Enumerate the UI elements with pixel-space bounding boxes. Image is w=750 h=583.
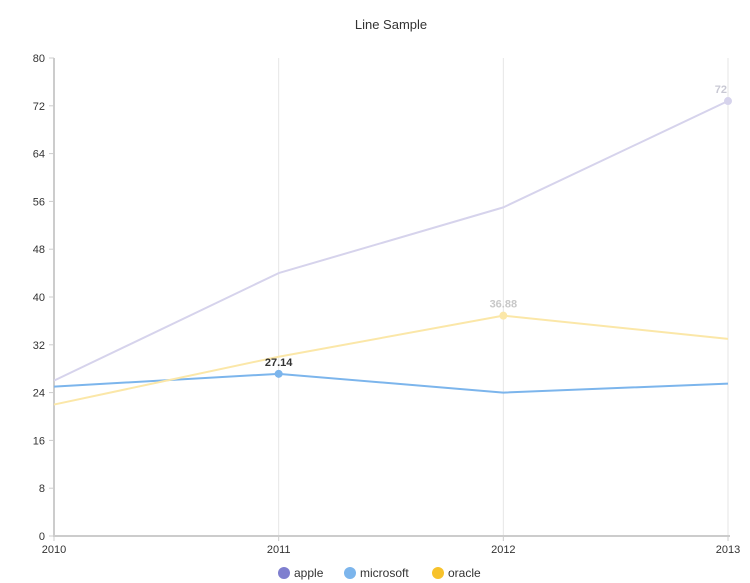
legend-item-oracle[interactable]: oracle [432,566,481,580]
legend-label: microsoft [360,566,409,580]
legend-marker [432,567,444,579]
data-point-oracle[interactable] [499,311,508,320]
series-group [53,100,729,406]
axes: 0 8 16 24 32 40 48 56 64 72 80 2010 2011 2012 2013 [33,53,740,556]
y-tick-label: 72 [33,101,45,113]
legend-marker [344,567,356,579]
y-tick-label: 56 [33,196,45,208]
legend-item-microsoft[interactable]: microsoft [344,566,409,580]
data-label-microsoft: 27.14 [265,357,293,369]
series-line-apple [53,100,729,382]
x-tick-label: 2010 [42,544,66,556]
chart-title: Line Sample [355,17,427,32]
y-tick-label: 64 [33,149,45,161]
legend-label: apple [294,566,324,580]
data-point-microsoft[interactable] [274,369,283,378]
y-tick-label: 16 [33,435,45,447]
grid [278,58,729,536]
y-tick-label: 8 [39,483,45,495]
data-labels: 72 27.14 36.88 [265,84,732,378]
y-tick-label: 24 [33,388,45,400]
y-tick-label: 40 [33,292,45,304]
legend-marker [278,567,290,579]
y-tick-label: 32 [33,340,45,352]
series-line-oracle [53,314,729,406]
x-tick-label: 2011 [267,544,291,556]
legend[interactable]: apple microsoft oracle [278,566,481,580]
legend-label: oracle [448,566,481,580]
x-tick-label: 2012 [491,544,515,556]
y-tick-label: 80 [33,53,45,65]
data-point-apple[interactable] [724,97,732,106]
legend-item-apple[interactable]: apple [278,566,324,580]
y-tick-label: 0 [39,531,45,543]
data-label-apple: 72 [715,84,727,96]
x-tick-label: 2013 [716,544,740,556]
data-label-oracle: 36.88 [490,299,518,311]
y-tick-label: 48 [33,244,45,256]
